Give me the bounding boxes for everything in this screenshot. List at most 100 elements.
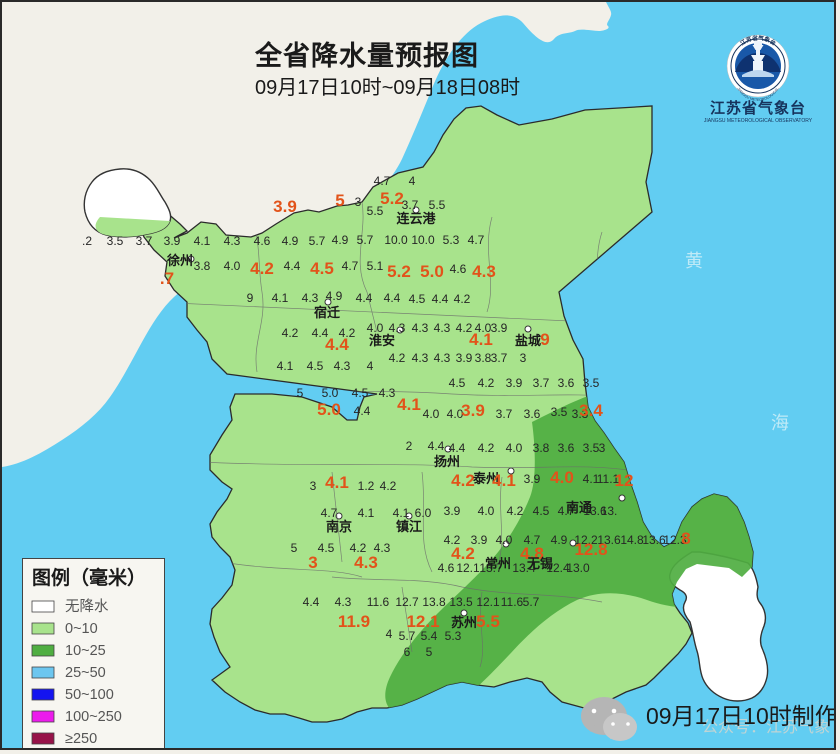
- svg-text:4.1: 4.1: [277, 359, 294, 373]
- svg-text:4.6: 4.6: [450, 262, 467, 276]
- svg-text:4.1: 4.1: [492, 471, 516, 490]
- svg-text:4.6: 4.6: [254, 234, 271, 248]
- svg-text:6.0: 6.0: [415, 506, 432, 520]
- svg-text:4.4: 4.4: [354, 404, 371, 418]
- svg-text:无降水: 无降水: [65, 598, 109, 615]
- svg-text:3.5: 3.5: [107, 234, 124, 248]
- svg-text:4.1: 4.1: [325, 473, 349, 492]
- svg-text:5.1: 5.1: [367, 259, 384, 273]
- svg-text:25~50: 25~50: [65, 665, 106, 681]
- svg-text:4.2: 4.2: [282, 326, 299, 340]
- svg-text:4.9: 4.9: [551, 533, 568, 547]
- svg-text:4.2: 4.2: [507, 504, 524, 518]
- svg-text:10~25: 10~25: [65, 643, 106, 659]
- svg-text:12.7: 12.7: [395, 595, 419, 609]
- svg-text:4.5: 4.5: [449, 376, 466, 390]
- svg-text:3: 3: [520, 351, 527, 365]
- svg-text:6: 6: [404, 645, 411, 659]
- svg-text:5.3: 5.3: [445, 629, 462, 643]
- svg-text:50~100: 50~100: [65, 687, 114, 703]
- svg-text:4.6: 4.6: [438, 561, 455, 575]
- svg-text:4.2: 4.2: [389, 351, 406, 365]
- svg-text:4.3: 4.3: [224, 234, 241, 248]
- svg-text:5.0: 5.0: [317, 400, 341, 419]
- svg-text:4.1: 4.1: [397, 395, 421, 414]
- svg-text:10.0: 10.0: [411, 233, 435, 247]
- svg-text:黄: 黄: [685, 251, 703, 271]
- svg-text:4.7: 4.7: [468, 233, 485, 247]
- svg-text:2: 2: [406, 439, 413, 453]
- svg-text:5: 5: [335, 191, 344, 210]
- svg-text:4.5: 4.5: [307, 359, 324, 373]
- svg-text:3: 3: [308, 553, 317, 572]
- svg-text:3.6: 3.6: [558, 376, 575, 390]
- svg-text:全省降水量预报图: 全省降水量预报图: [254, 40, 479, 71]
- svg-text:江苏省气象台: 江苏省气象台: [710, 99, 806, 117]
- svg-text:4.2: 4.2: [451, 471, 475, 490]
- svg-text:12: 12: [615, 471, 634, 490]
- svg-text:5.0: 5.0: [322, 386, 339, 400]
- svg-text:扬州: 扬州: [434, 454, 460, 469]
- svg-text:4.3: 4.3: [354, 553, 378, 572]
- svg-text:3.5: 3.5: [583, 441, 600, 455]
- svg-text:12.1: 12.1: [476, 595, 500, 609]
- svg-text:4.1: 4.1: [393, 506, 410, 520]
- svg-text:4.9: 4.9: [282, 234, 299, 248]
- svg-text:0~10: 0~10: [65, 621, 98, 637]
- svg-text:4.3: 4.3: [335, 595, 352, 609]
- svg-text:4.7: 4.7: [374, 174, 391, 188]
- svg-text:5.2: 5.2: [380, 189, 404, 208]
- svg-text:3.9: 3.9: [456, 351, 473, 365]
- svg-text:5: 5: [291, 541, 298, 555]
- svg-text:海: 海: [771, 413, 789, 433]
- svg-text:苏州: 苏州: [451, 615, 477, 630]
- svg-text:常州: 常州: [485, 556, 511, 571]
- svg-text:3.4: 3.4: [579, 401, 603, 420]
- svg-text:3.9: 3.9: [444, 504, 461, 518]
- svg-text:3.7: 3.7: [402, 198, 419, 212]
- svg-text:4.1: 4.1: [358, 506, 375, 520]
- svg-text:4.0: 4.0: [478, 504, 495, 518]
- svg-text:JIANGSU METEOROLOGICAL OBSERVA: JIANGSU METEOROLOGICAL OBSERVATORY: [704, 118, 813, 124]
- svg-text:13.: 13.: [601, 504, 618, 518]
- svg-text:4.5: 4.5: [310, 259, 334, 278]
- svg-text:4.3: 4.3: [412, 321, 429, 335]
- svg-text:南京: 南京: [326, 519, 352, 534]
- svg-text:3: 3: [355, 195, 362, 209]
- svg-text:4.5: 4.5: [352, 386, 369, 400]
- svg-text:11.9: 11.9: [338, 612, 370, 631]
- svg-text:宿迁: 宿迁: [314, 305, 340, 320]
- svg-text:4.2: 4.2: [478, 441, 495, 455]
- svg-text:4.4: 4.4: [284, 259, 301, 273]
- svg-text:4.4: 4.4: [303, 595, 320, 609]
- svg-text:≥250: ≥250: [65, 731, 97, 747]
- svg-text:4.5: 4.5: [533, 504, 550, 518]
- svg-text:4.4: 4.4: [432, 292, 449, 306]
- svg-text:4.0: 4.0: [550, 468, 574, 487]
- svg-text:4.3: 4.3: [434, 351, 451, 365]
- svg-text:5: 5: [297, 386, 304, 400]
- svg-text:9: 9: [247, 291, 254, 305]
- svg-text:4.0: 4.0: [496, 533, 513, 547]
- svg-text:9: 9: [540, 330, 549, 349]
- svg-text:4.3: 4.3: [472, 262, 496, 281]
- svg-text:4.2: 4.2: [454, 292, 471, 306]
- svg-text:5.2: 5.2: [387, 262, 411, 281]
- svg-text:5.5: 5.5: [476, 612, 500, 631]
- svg-text:8: 8: [681, 529, 690, 548]
- svg-text:4.0: 4.0: [506, 441, 523, 455]
- svg-text:3.7: 3.7: [136, 234, 153, 248]
- svg-text:4.5: 4.5: [318, 541, 335, 555]
- svg-text:4.9: 4.9: [326, 289, 343, 303]
- svg-text:4: 4: [367, 359, 374, 373]
- svg-text:3.7: 3.7: [496, 407, 513, 421]
- svg-text:5: 5: [426, 645, 433, 659]
- svg-text:12.1: 12.1: [456, 561, 480, 575]
- svg-text:09月17日10时制作: 09月17日10时制作: [646, 703, 836, 729]
- svg-text:4.0: 4.0: [224, 259, 241, 273]
- svg-text:1.2: 1.2: [358, 479, 375, 493]
- svg-text:4.4: 4.4: [325, 335, 349, 354]
- svg-text:3.9: 3.9: [524, 472, 541, 486]
- svg-text:3.9: 3.9: [273, 197, 297, 216]
- svg-text:3.9: 3.9: [491, 321, 508, 335]
